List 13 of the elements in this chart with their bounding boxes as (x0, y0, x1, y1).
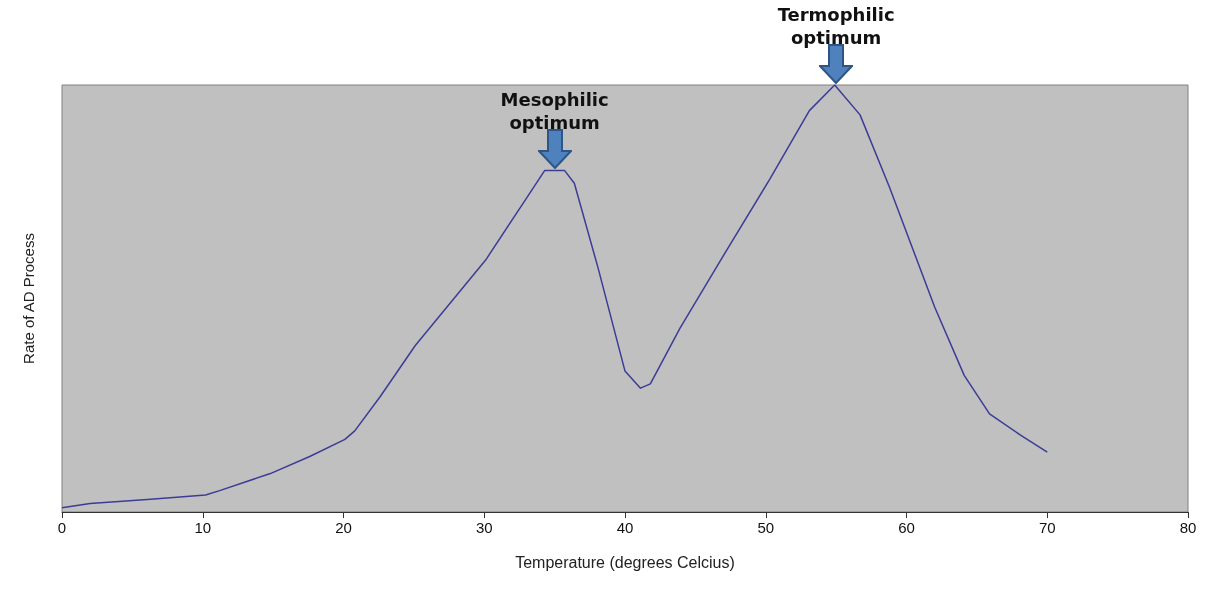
x-tick-label: 30 (475, 519, 493, 536)
x-axis-title: Temperature (degrees Celcius) (515, 553, 735, 571)
x-tick-label: 80 (1179, 519, 1197, 536)
x-tick-label: 40 (616, 519, 634, 536)
x-tick-label: 60 (898, 519, 915, 536)
annotation: Termophilic optimum (776, 3, 896, 49)
annotation: Mesophilic optimum (499, 88, 610, 135)
x-tick-label: 20 (335, 519, 352, 536)
x-tick-label: 50 (757, 519, 775, 536)
y-axis-title: Rate of AD Process (19, 232, 37, 364)
x-tick-label: 0 (57, 519, 67, 536)
x-tick-label: 10 (194, 519, 212, 536)
x-tick-label: 70 (1038, 519, 1056, 536)
